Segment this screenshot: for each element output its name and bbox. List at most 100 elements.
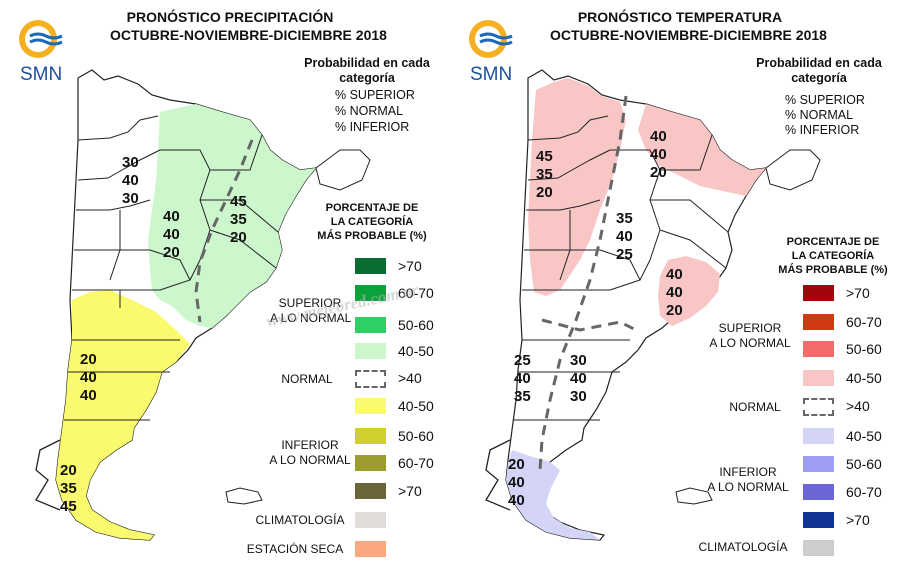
legend-swatch-label: 60-70 bbox=[398, 285, 434, 301]
map-probability-label: 30 40 30 bbox=[122, 154, 139, 208]
map-title: PRONÓSTICO TEMPERATURA bbox=[577, 9, 783, 25]
label-superior: 35 bbox=[616, 210, 633, 227]
legend-group-superior-2: A LO NORMAL bbox=[270, 311, 352, 325]
temp-superior-region-ba bbox=[658, 256, 720, 326]
map-subtitle: OCTUBRE-NOVIEMBRE-DICIEMBRE 2018 bbox=[550, 27, 827, 43]
legend-title-3: MÁS PROBABLE (%) bbox=[778, 264, 888, 276]
label-normal: 40 bbox=[616, 228, 633, 245]
label-superior: 40 bbox=[666, 266, 683, 283]
label-normal: 35 bbox=[60, 480, 77, 497]
legend-swatch bbox=[355, 541, 386, 557]
precip-superior-region bbox=[148, 104, 316, 328]
probability-title-2: categoría bbox=[339, 71, 395, 85]
label-superior: 45 bbox=[536, 148, 553, 165]
label-superior: 20 bbox=[60, 462, 77, 479]
legend-swatch-label: 60-70 bbox=[846, 484, 882, 500]
legend-group-superior: SUPERIOR A LO NORMAL bbox=[708, 321, 792, 351]
legend-title-2: LA CATEGORÍA bbox=[330, 216, 414, 228]
legend-group-inferior-2: A LO NORMAL bbox=[269, 453, 351, 467]
legend-group-superior-2: A LO NORMAL bbox=[709, 336, 791, 350]
legend-title-1: PORCENTAJE DE bbox=[786, 236, 880, 248]
label-normal: 40 bbox=[80, 369, 97, 386]
map-probability-label: 20 40 40 bbox=[80, 351, 97, 405]
label-inferior: 25 bbox=[616, 246, 633, 263]
legend-group-inferior: INFERIOR A LO NORMAL bbox=[706, 465, 790, 495]
probability-normal: % NORMAL bbox=[785, 108, 854, 122]
probability-normal: % NORMAL bbox=[335, 104, 404, 118]
legend-swatch-label: >40 bbox=[398, 370, 422, 386]
label-inferior: 30 bbox=[122, 190, 139, 207]
probability-superior: % SUPERIOR bbox=[335, 88, 415, 102]
label-normal: 40 bbox=[570, 370, 587, 387]
legend-swatch bbox=[803, 398, 834, 416]
label-inferior: 40 bbox=[80, 387, 97, 404]
label-superior: 30 bbox=[570, 352, 587, 369]
legend-swatch bbox=[355, 455, 386, 471]
legend-swatch bbox=[355, 258, 386, 274]
label-normal: 40 bbox=[508, 474, 525, 491]
label-inferior: 20 bbox=[230, 229, 247, 246]
legend-group-inferior-1: INFERIOR bbox=[281, 438, 339, 452]
legend-swatch bbox=[355, 285, 386, 301]
legend-swatch bbox=[355, 317, 386, 333]
smn-logo bbox=[466, 16, 520, 67]
legend-swatch-label: 60-70 bbox=[846, 314, 882, 330]
temp-normal-dashed-line-2 bbox=[541, 318, 637, 332]
label-inferior: 20 bbox=[666, 302, 683, 319]
legend-swatch bbox=[355, 370, 386, 388]
map-probability-label: 40 40 20 bbox=[666, 266, 683, 320]
legend-group-normal: NORMAL bbox=[729, 400, 781, 414]
legend-estacion-seca: ESTACIÓN SECA bbox=[246, 542, 344, 556]
legend-swatch bbox=[355, 512, 386, 528]
legend-climatologia: CLIMATOLOGÍA bbox=[255, 513, 345, 527]
smn-logo-text: SMN bbox=[470, 64, 513, 85]
precipitation-panel: SMN PRONÓSTICO PRECIPITACIÓN OCTUBRE-NOV… bbox=[19, 9, 434, 557]
map-probability-label: 45 35 20 bbox=[230, 193, 247, 247]
probability-title-2: categoría bbox=[791, 71, 847, 85]
legend-swatch-label: 50-60 bbox=[398, 428, 434, 444]
probability-inferior: % INFERIOR bbox=[785, 123, 860, 137]
islands bbox=[675, 487, 713, 505]
label-superior: 40 bbox=[650, 128, 667, 145]
temp-superior-region-ne bbox=[638, 104, 766, 196]
legend-swatch-label: 50-60 bbox=[846, 341, 882, 357]
label-normal: 35 bbox=[536, 166, 553, 183]
legend-swatch-label: 40-50 bbox=[846, 428, 882, 444]
map-probability-label: 45 35 20 bbox=[536, 148, 553, 202]
label-normal: 40 bbox=[666, 284, 683, 301]
map-probability-label: 30 40 30 bbox=[570, 352, 587, 406]
legend-swatch-label: 50-60 bbox=[398, 317, 434, 333]
map-probability-label: 35 40 25 bbox=[616, 210, 633, 264]
legend-swatch bbox=[803, 370, 834, 386]
map-probability-label: 20 40 40 bbox=[508, 456, 525, 510]
map-subtitle: OCTUBRE-NOVIEMBRE-DICIEMBRE 2018 bbox=[110, 27, 387, 43]
label-superior: 20 bbox=[508, 456, 525, 473]
probability-superior: % SUPERIOR bbox=[785, 93, 865, 107]
precip-normal-dashed-line bbox=[194, 139, 254, 323]
legend-group-superior-1: SUPERIOR bbox=[278, 296, 342, 310]
map-title: PRONÓSTICO PRECIPITACIÓN bbox=[126, 9, 334, 25]
label-normal: 35 bbox=[230, 211, 247, 228]
legend-swatch-label: 40-50 bbox=[398, 343, 434, 359]
temperature-map bbox=[485, 69, 821, 541]
label-inferior: 45 bbox=[60, 498, 77, 515]
province-borders bbox=[514, 115, 729, 421]
label-inferior: 20 bbox=[163, 244, 180, 261]
label-superior: 40 bbox=[163, 208, 180, 225]
legend-group-normal: NORMAL bbox=[281, 372, 333, 386]
legend-title-3: MÁS PROBABLE (%) bbox=[317, 230, 427, 242]
legend-group-superior: SUPERIOR A LO NORMAL bbox=[270, 296, 352, 326]
map-probability-label: 25 40 35 bbox=[514, 352, 531, 406]
temp-inferior-region bbox=[506, 450, 600, 540]
legend-swatch-label: >70 bbox=[846, 285, 870, 301]
legend-group-inferior: INFERIOR A LO NORMAL bbox=[268, 438, 352, 468]
label-inferior: 30 bbox=[570, 388, 587, 405]
legend-group-inferior-1: INFERIOR bbox=[719, 465, 777, 479]
legend-swatch-label: 60-70 bbox=[398, 455, 434, 471]
legend-swatch bbox=[803, 285, 834, 301]
legend-title-1: PORCENTAJE DE bbox=[325, 202, 419, 214]
islands bbox=[225, 487, 263, 505]
legend-swatch bbox=[803, 456, 834, 472]
map-probability-label: 40 40 20 bbox=[650, 128, 667, 182]
probability-title: Probabilidad en cada bbox=[756, 56, 882, 70]
